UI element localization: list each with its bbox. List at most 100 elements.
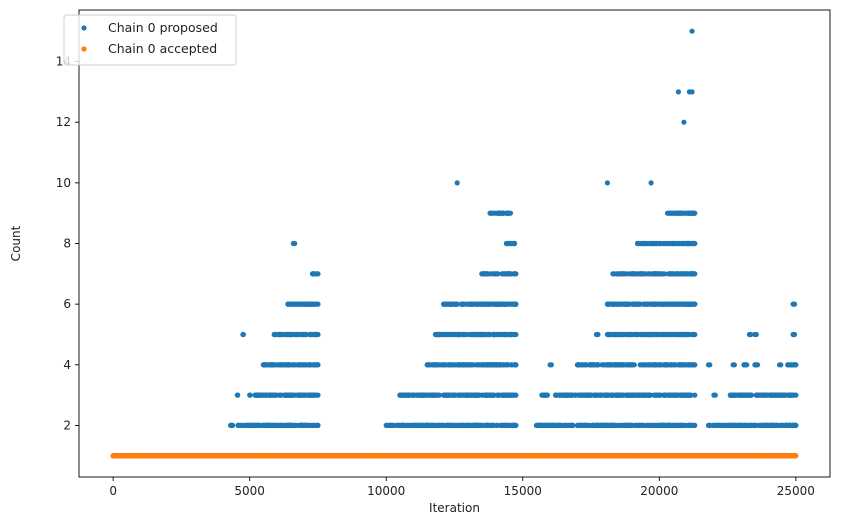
proposed-point: [692, 271, 698, 277]
proposed-point: [459, 422, 465, 428]
proposed-point: [436, 422, 442, 428]
proposed-point: [614, 392, 620, 398]
proposed-point: [465, 392, 471, 398]
proposed-point: [279, 422, 285, 428]
proposed-point: [513, 362, 519, 368]
proposed-point: [436, 331, 443, 338]
proposed-point: [283, 362, 289, 368]
proposed-point: [731, 362, 738, 368]
proposed-point: [634, 240, 641, 247]
proposed-point: [235, 392, 241, 398]
proposed-point: [707, 362, 713, 368]
proposed-point: [548, 362, 555, 368]
proposed-point: [495, 210, 501, 216]
proposed-point: [480, 301, 486, 307]
proposed-point: [487, 422, 493, 428]
proposed-point: [631, 362, 637, 368]
proposed-point: [487, 210, 493, 216]
proposed-point: [605, 362, 611, 368]
proposed-point: [464, 362, 470, 368]
proposed-point: [266, 362, 272, 368]
proposed-point: [315, 301, 321, 307]
proposed-point: [779, 422, 785, 428]
proposed-point: [449, 331, 455, 338]
proposed-point: [307, 331, 313, 338]
proposed-point: [627, 362, 633, 368]
proposed-point: [487, 362, 493, 368]
proposed-point: [588, 392, 594, 398]
proposed-point: [315, 331, 321, 338]
proposed-point: [684, 240, 690, 247]
proposed-point: [552, 392, 559, 398]
proposed-point: [684, 301, 690, 307]
proposed-point: [463, 331, 469, 338]
proposed-point: [763, 392, 769, 398]
proposed-point: [670, 422, 676, 428]
proposed-point: [414, 392, 420, 398]
proposed-point: [791, 301, 798, 307]
proposed-point: [452, 301, 458, 307]
proposed-point: [448, 362, 454, 368]
proposed-point: [651, 271, 658, 277]
proposed-point: [768, 422, 775, 428]
proposed-point: [673, 301, 679, 307]
proposed-point: [692, 392, 698, 398]
proposed-point: [602, 392, 608, 398]
proposed-point: [705, 422, 712, 428]
proposed-point: [656, 392, 663, 398]
proposed-point: [421, 392, 427, 398]
proposed-point: [247, 392, 253, 398]
proposed-point: [550, 422, 556, 428]
proposed-point: [434, 392, 440, 398]
proposed-point: [455, 362, 461, 368]
proposed-point: [554, 422, 561, 428]
proposed-point: [485, 331, 491, 338]
proposed-point: [511, 240, 518, 247]
proposed-point: [599, 362, 605, 368]
proposed-point: [479, 392, 485, 398]
proposed-point: [651, 422, 657, 428]
proposed-point: [685, 392, 691, 398]
proposed-point: [513, 271, 519, 277]
proposed-point: [425, 422, 432, 428]
proposed-point: [274, 392, 280, 398]
proposed-point: [692, 301, 698, 307]
proposed-point: [712, 392, 718, 398]
proposed-point: [404, 422, 410, 428]
proposed-point: [727, 392, 733, 398]
proposed-point: [648, 180, 654, 186]
proposed-point: [302, 331, 308, 338]
proposed-point: [639, 422, 645, 428]
proposed-point: [692, 362, 698, 368]
proposed-point: [315, 271, 321, 277]
proposed-point: [443, 392, 449, 398]
proposed-point: [464, 422, 470, 428]
proposed-point: [430, 362, 436, 368]
proposed-point: [447, 301, 453, 307]
proposed-point: [620, 392, 626, 398]
proposed-point: [228, 422, 234, 428]
proposed-point: [479, 271, 485, 277]
proposed-point: [748, 331, 754, 338]
proposed-point: [496, 362, 502, 368]
proposed-point: [474, 362, 480, 368]
proposed-point: [308, 301, 314, 307]
proposed-point: [470, 392, 476, 398]
proposed-point: [432, 331, 438, 338]
proposed-point: [604, 331, 611, 338]
proposed-point: [652, 331, 658, 338]
proposed-point: [442, 331, 448, 338]
proposed-point: [582, 362, 588, 368]
proposed-point: [505, 362, 511, 368]
proposed-point: [287, 422, 294, 428]
proposed-point: [485, 392, 491, 398]
proposed-point: [278, 331, 284, 338]
proposed-point: [424, 362, 430, 368]
proposed-point: [292, 240, 298, 247]
proposed-point: [688, 362, 694, 368]
proposed-point: [307, 362, 313, 368]
proposed-point: [271, 331, 277, 338]
proposed-point: [293, 301, 299, 307]
proposed-point: [503, 240, 509, 247]
